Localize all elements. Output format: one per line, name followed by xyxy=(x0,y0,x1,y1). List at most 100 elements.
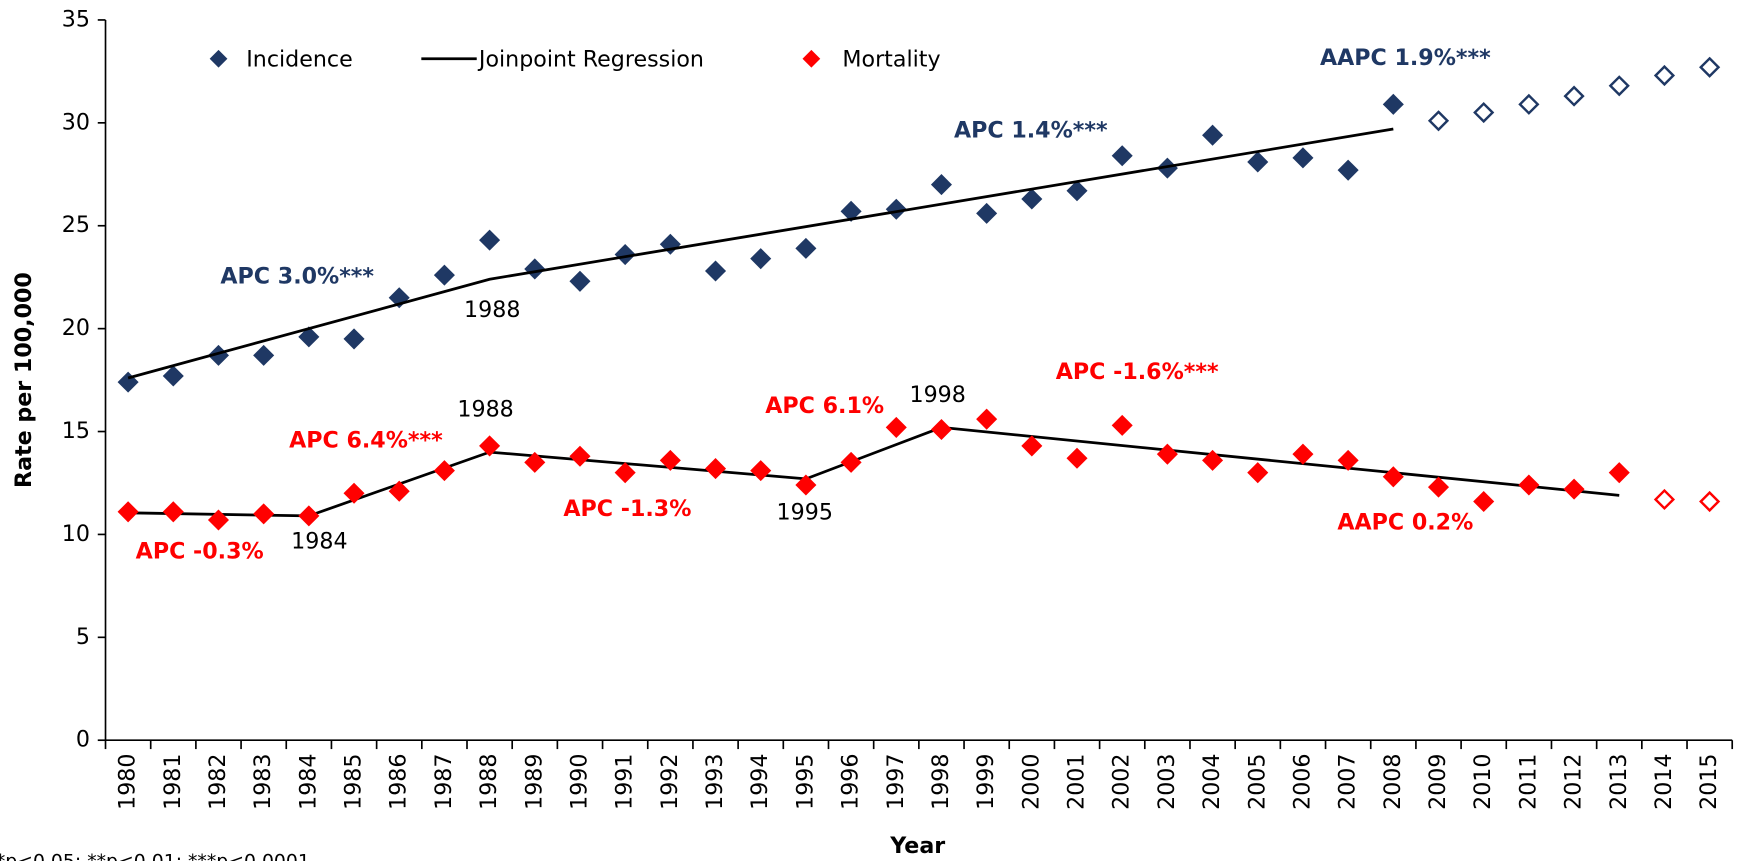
data-point xyxy=(795,237,817,259)
legend-swatch xyxy=(209,49,228,68)
annotation: 1995 xyxy=(777,500,833,526)
y-tick-label: 15 xyxy=(62,418,90,444)
y-tick-label: 0 xyxy=(76,727,90,753)
y-tick-label: 5 xyxy=(76,624,90,650)
data-point xyxy=(1247,151,1269,173)
data-point xyxy=(1382,93,1404,115)
x-tick-label: 1999 xyxy=(973,754,999,810)
data-point xyxy=(1699,56,1721,78)
data-point xyxy=(1382,466,1404,488)
data-point xyxy=(162,501,184,523)
data-point xyxy=(1473,101,1495,124)
data-point xyxy=(1653,64,1676,87)
x-tick-label: 1989 xyxy=(521,754,547,810)
legend-swatch xyxy=(802,49,821,68)
data-point xyxy=(1518,474,1540,496)
data-point xyxy=(750,248,772,270)
data-point xyxy=(433,460,455,482)
x-tick-label: 2009 xyxy=(1425,754,1451,810)
data-point xyxy=(750,460,772,482)
data-point xyxy=(1021,435,1043,457)
data-point xyxy=(1427,476,1450,498)
data-point xyxy=(1337,449,1359,471)
annotation: APC 3.0%*** xyxy=(220,264,374,290)
data-point xyxy=(253,344,275,366)
data-point xyxy=(479,229,501,251)
data-point xyxy=(1021,188,1043,210)
data-point xyxy=(1518,93,1540,115)
x-tick-label: 2003 xyxy=(1154,754,1180,810)
annotation: APC -1.3% xyxy=(563,496,691,522)
annotation: 1988 xyxy=(464,297,520,323)
data-point xyxy=(705,458,727,480)
x-tick-label: 1980 xyxy=(115,754,141,810)
annotation: APC 1.4%*** xyxy=(954,117,1108,143)
data-point xyxy=(930,174,952,196)
data-point xyxy=(1202,449,1224,471)
data-point xyxy=(930,418,952,440)
data-point xyxy=(1699,490,1721,513)
data-point xyxy=(795,474,817,496)
data-point xyxy=(569,270,591,292)
data-point xyxy=(343,482,365,504)
x-tick-label: 1986 xyxy=(386,754,412,810)
legend-label: Joinpoint Regression xyxy=(477,46,704,72)
x-tick-label: 2006 xyxy=(1289,754,1315,810)
x-axis-label: Year xyxy=(889,833,945,859)
data-point xyxy=(1563,478,1585,500)
x-tick-label: 2010 xyxy=(1470,754,1496,810)
data-point xyxy=(253,503,275,525)
data-point xyxy=(1156,443,1178,465)
annotation: AAPC 1.9%*** xyxy=(1320,45,1491,71)
x-tick-label: 1990 xyxy=(566,754,592,810)
data-point xyxy=(1292,443,1314,465)
x-tick-label: 1996 xyxy=(838,754,864,810)
x-tick-label: 1998 xyxy=(928,754,954,810)
data-point xyxy=(1066,447,1088,469)
data-point xyxy=(885,416,907,438)
data-point xyxy=(1111,414,1133,436)
data-point xyxy=(1292,147,1314,169)
annotation: APC 6.4%*** xyxy=(289,428,443,454)
data-point xyxy=(569,445,591,467)
footnote: *p<0.05; **p<0.01; ***p<0.0001 xyxy=(0,852,310,861)
data-point xyxy=(117,501,139,523)
annotation: 1998 xyxy=(910,382,966,408)
data-point xyxy=(659,449,681,471)
x-tick-label: 1997 xyxy=(883,754,909,810)
data-point xyxy=(976,408,998,430)
data-point xyxy=(298,326,320,348)
data-point xyxy=(1202,124,1224,146)
y-tick-label: 25 xyxy=(62,212,90,238)
data-point xyxy=(705,260,727,282)
x-tick-label: 2004 xyxy=(1199,754,1225,810)
data-point xyxy=(162,365,184,387)
x-tick-label: 2013 xyxy=(1606,754,1632,810)
annotation: 1988 xyxy=(457,397,513,423)
x-tick-label: 2012 xyxy=(1561,754,1587,810)
x-tick-label: 1993 xyxy=(702,754,728,810)
data-point xyxy=(1473,490,1495,513)
data-point xyxy=(840,451,862,473)
x-tick-label: 1991 xyxy=(612,754,638,810)
data-point xyxy=(1608,462,1630,484)
data-point xyxy=(1563,85,1585,107)
data-point xyxy=(1427,110,1450,132)
data-point xyxy=(207,509,230,531)
x-tick-label: 2008 xyxy=(1380,754,1406,810)
x-tick-label: 1982 xyxy=(205,754,231,810)
y-tick-label: 10 xyxy=(62,521,90,547)
x-tick-label: 2007 xyxy=(1335,754,1361,810)
x-tick-label: 1987 xyxy=(431,754,457,810)
data-point xyxy=(388,480,410,502)
data-point xyxy=(524,451,546,473)
x-tick-label: 2000 xyxy=(1018,754,1044,810)
data-point xyxy=(976,202,998,224)
x-tick-label: 2015 xyxy=(1696,754,1722,810)
joinpoint-line xyxy=(128,426,1620,518)
x-tick-label: 1995 xyxy=(792,754,818,810)
data-point xyxy=(1608,75,1630,97)
x-tick-label: 1988 xyxy=(476,754,502,810)
data-point xyxy=(117,371,139,393)
data-point xyxy=(1337,159,1359,181)
